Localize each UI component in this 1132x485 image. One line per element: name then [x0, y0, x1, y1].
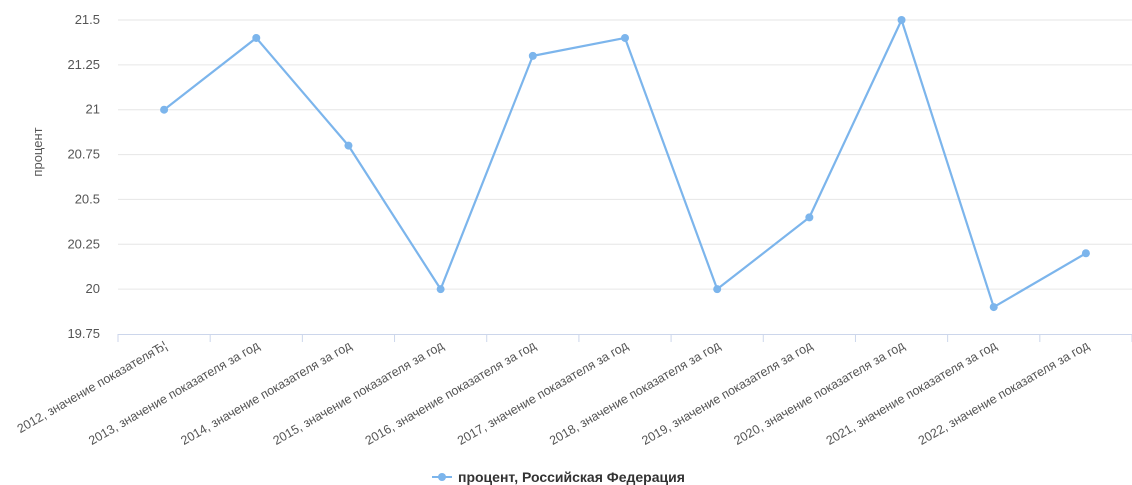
- y-tick-label: 21.5: [75, 12, 100, 27]
- data-point[interactable]: [989, 303, 998, 312]
- y-tick-label: 21: [86, 102, 100, 117]
- x-tick-label: 2016, значение показателя за год: [363, 338, 539, 448]
- data-point[interactable]: [897, 16, 906, 24]
- y-tick-label: 20.25: [67, 236, 100, 251]
- x-tick-label: 2020, значение показателя за год: [732, 338, 908, 448]
- data-point[interactable]: [805, 213, 814, 222]
- x-tick-label: 2017, значение показателя за год: [455, 338, 631, 448]
- data-point[interactable]: [344, 141, 353, 150]
- series-line: [163, 18, 1087, 309]
- x-tick-label: 2015, значение показателя за год: [271, 338, 447, 448]
- grid-lines: [118, 19, 1132, 290]
- series-group: [160, 16, 1090, 312]
- y-tick-label: 19.75: [67, 326, 100, 341]
- legend[interactable]: процент, Российская Федерация: [432, 469, 685, 485]
- x-tick-label: 2012, значение показателяЂ¦: [15, 338, 170, 436]
- data-point[interactable]: [528, 51, 537, 60]
- y-tick-label: 20: [86, 281, 100, 296]
- x-tick-label: 2013, значение показателя за год: [86, 338, 262, 448]
- y-tick-label: 20.5: [75, 191, 100, 206]
- y-axis-label: процент: [30, 127, 45, 176]
- y-axis-ticks: 19.75 20 20.25 20.5 20.75 21 21.25 21.5: [67, 12, 100, 341]
- legend-marker-icon: [438, 473, 446, 481]
- data-point[interactable]: [1081, 249, 1090, 258]
- y-tick-label: 21.25: [67, 57, 100, 72]
- data-point[interactable]: [713, 285, 722, 294]
- data-point[interactable]: [252, 33, 261, 42]
- data-point[interactable]: [436, 285, 445, 294]
- x-tick-label: 2019, значение показателя за год: [639, 338, 815, 448]
- x-tick-label: 2018, значение показателя за год: [547, 338, 723, 448]
- x-tick-label: 2021, значение показателя за год: [824, 338, 1000, 448]
- x-tick-label: 2022, значение показателя за год: [916, 338, 1092, 448]
- legend-label: процент, Российская Федерация: [458, 469, 685, 485]
- data-point[interactable]: [621, 33, 629, 42]
- y-tick-label: 20.75: [67, 147, 100, 162]
- x-axis-ticks: 2012, значение показателяЂ¦2013, значени…: [15, 334, 1132, 448]
- x-tick-label: 2014, значение показателя за год: [178, 338, 354, 448]
- data-point[interactable]: [160, 105, 169, 114]
